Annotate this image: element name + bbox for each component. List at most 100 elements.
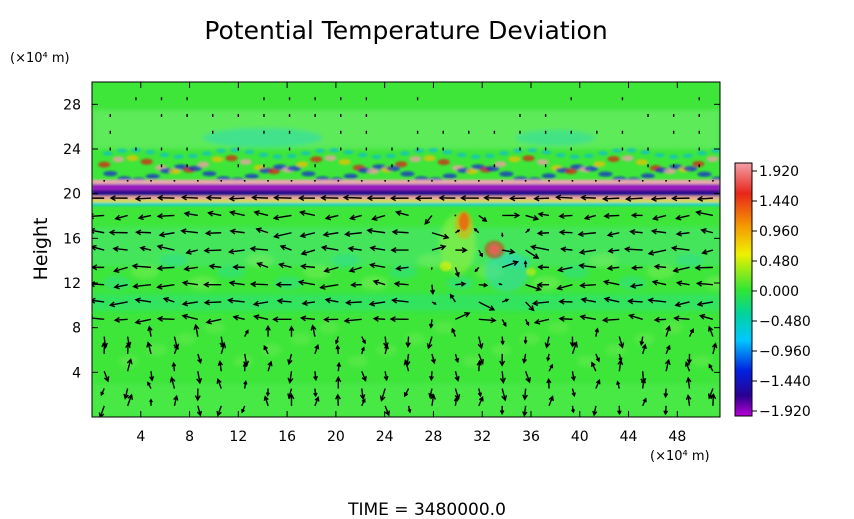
wind-arrow	[652, 214, 667, 221]
field-anomaly	[343, 149, 354, 155]
wind-arrow	[701, 249, 714, 255]
field-anomaly	[233, 355, 254, 368]
field-anomaly	[569, 154, 580, 159]
wind-arrow	[205, 194, 222, 201]
wind-arrow	[455, 229, 461, 234]
wind-arrow	[173, 180, 176, 182]
wind-arrow	[197, 180, 199, 182]
wind-arrow	[123, 388, 129, 400]
wind-arrow	[134, 318, 152, 325]
field-anomaly	[484, 240, 505, 259]
field-anomaly	[202, 127, 323, 148]
wind-arrow	[113, 283, 128, 290]
y-axis: 4 8 12 16 20 24 28	[63, 97, 720, 381]
field-anomaly	[494, 161, 507, 168]
wind-arrow	[212, 114, 214, 117]
wind-arrow	[180, 194, 198, 201]
wind-arrow	[641, 343, 647, 355]
wind-arrow	[203, 299, 222, 306]
field-anomaly	[437, 159, 450, 166]
wind-arrow	[340, 114, 342, 117]
wind-vectors	[92, 97, 718, 417]
field-anomaly	[360, 276, 389, 290]
wind-arrow	[324, 214, 339, 221]
wind-arrow	[228, 280, 245, 287]
wind-arrow	[391, 164, 393, 168]
wind-arrow	[442, 147, 444, 151]
wind-arrow	[627, 298, 643, 305]
wind-arrow	[108, 229, 128, 236]
field-anomaly	[92, 184, 720, 191]
wind-arrow	[252, 300, 269, 307]
wind-arrow	[525, 301, 535, 312]
wind-arrow	[253, 314, 269, 321]
wind-arrow	[92, 297, 105, 304]
wind-arrow	[606, 231, 620, 238]
wind-arrow	[533, 318, 550, 325]
wind-arrow	[108, 301, 128, 308]
wind-arrow	[340, 130, 342, 134]
wind-arrow	[501, 260, 520, 269]
wind-arrow	[344, 230, 362, 237]
wind-arrow	[137, 214, 152, 221]
wind-arrow	[509, 195, 526, 202]
wind-arrow	[288, 97, 291, 101]
wind-arrow	[455, 281, 467, 287]
wind-arrow	[525, 318, 530, 327]
heatmap-field	[92, 82, 720, 417]
wind-arrow	[314, 97, 316, 101]
field-anomaly	[499, 171, 514, 177]
chart-title: Potential Temperature Deviation	[204, 16, 607, 45]
wind-arrow	[455, 311, 471, 320]
wind-arrow	[384, 180, 386, 182]
wind-arrow	[616, 380, 621, 389]
wind-arrow	[548, 180, 550, 182]
wind-arrow	[263, 164, 265, 168]
wind-arrow	[131, 263, 152, 270]
field-anomaly	[414, 148, 425, 153]
wind-arrow	[558, 213, 573, 220]
field-anomaly	[216, 148, 227, 154]
wind-arrow	[595, 378, 601, 389]
wind-arrow	[273, 194, 292, 201]
x-tick-label: 40	[571, 429, 589, 445]
wind-arrow	[92, 197, 105, 199]
wind-arrow	[389, 316, 409, 323]
wind-arrow	[414, 195, 432, 202]
wind-arrow	[647, 164, 649, 168]
wind-arrow	[529, 244, 550, 251]
wind-arrow	[554, 194, 573, 201]
wind-arrow	[571, 388, 576, 398]
wind-arrow	[454, 267, 460, 278]
field-anomaly	[92, 190, 720, 196]
wind-arrow	[621, 130, 624, 134]
wind-arrow	[109, 195, 128, 202]
wind-arrow	[499, 371, 506, 384]
wind-arrow	[686, 353, 692, 365]
field-anomaly	[485, 166, 500, 172]
wind-arrow	[672, 164, 675, 168]
wind-arrow	[537, 264, 550, 271]
wind-arrow	[160, 164, 163, 168]
field-anomaly	[395, 161, 408, 168]
field-anomaly	[145, 149, 156, 155]
wind-arrow	[132, 283, 152, 290]
wind-arrow	[674, 301, 690, 308]
wind-arrow	[596, 130, 598, 134]
wind-arrow	[416, 97, 419, 101]
x-unit-label: (×10⁴ m)	[650, 449, 710, 464]
wind-arrow	[288, 130, 291, 134]
wind-arrow	[156, 213, 175, 220]
wind-arrow	[429, 371, 434, 382]
wind-arrow	[342, 194, 362, 201]
wind-arrow	[580, 297, 596, 304]
wind-arrow	[571, 405, 575, 414]
wind-arrow	[711, 342, 718, 355]
field-anomaly	[442, 149, 453, 155]
wind-arrow	[478, 249, 483, 258]
wind-arrow	[173, 336, 180, 350]
wind-arrow	[570, 97, 572, 101]
wind-arrow	[430, 267, 433, 271]
wind-arrow	[618, 353, 623, 363]
wind-arrow	[477, 388, 483, 398]
